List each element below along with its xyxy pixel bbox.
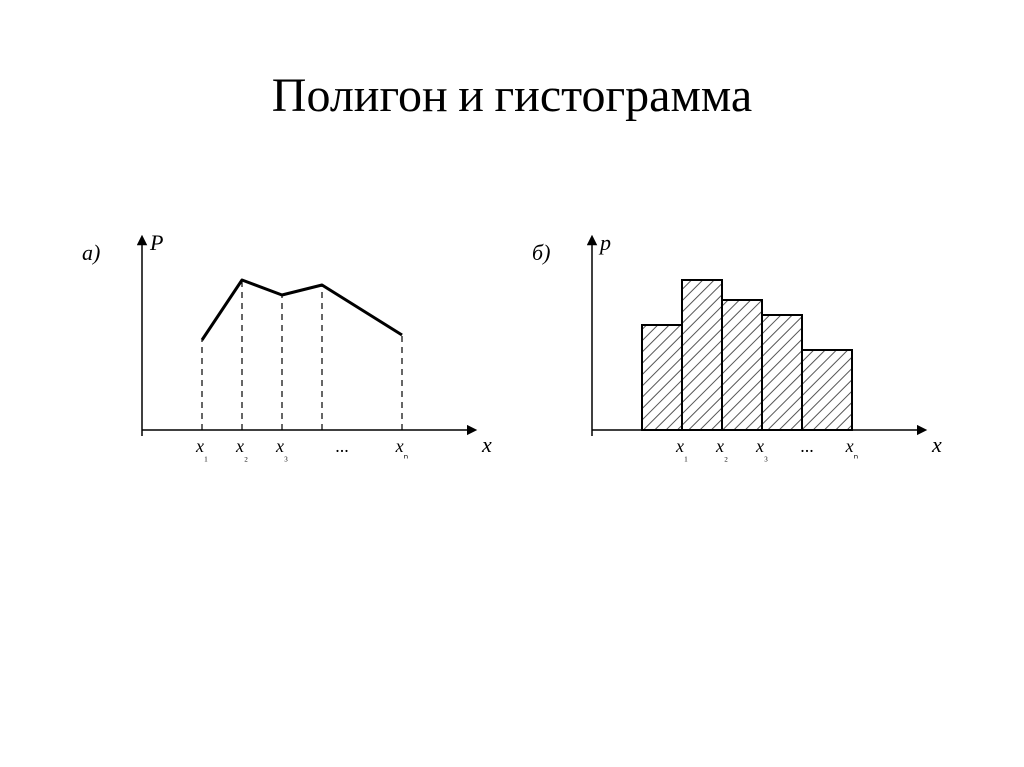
slide: Полигон и гистограмма а) Px x₁ x₂ x₃... xₙ б)… [0, 0, 1024, 767]
svg-text:x₃: x₃ [755, 436, 768, 462]
svg-text:P: P [149, 230, 163, 255]
svg-text:а): а) [82, 240, 100, 265]
svg-text:x₂: x₂ [235, 436, 248, 462]
svg-text:x₁: x₁ [195, 436, 208, 462]
svg-text:xₙ: xₙ [845, 436, 859, 462]
svg-text:x: x [931, 432, 942, 457]
svg-text:xₙ: xₙ [395, 436, 409, 462]
svg-text:x₁: x₁ [675, 436, 688, 462]
svg-text:...: ... [335, 436, 349, 456]
svg-text:б): б) [532, 240, 550, 265]
svg-text:x₂: x₂ [715, 436, 728, 462]
polygon-chart: а) Px x₁ x₂ x₃... xₙ [82, 230, 492, 462]
page-title: Полигон и гистограмма [0, 68, 1024, 123]
histogram-chart: б) p x x₁ x₂ x₃... xₙ [532, 230, 942, 462]
svg-text:x: x [481, 432, 492, 457]
svg-text:...: ... [800, 436, 814, 456]
figure: а) Px x₁ x₂ x₃... xₙ б) p x x₁ x₂ x₃... xₙ [72, 220, 952, 500]
svg-text:x₃: x₃ [275, 436, 288, 462]
charts-svg: а) Px x₁ x₂ x₃... xₙ б) p x x₁ x₂ x₃... xₙ [72, 220, 952, 500]
svg-text:p: p [598, 230, 611, 255]
